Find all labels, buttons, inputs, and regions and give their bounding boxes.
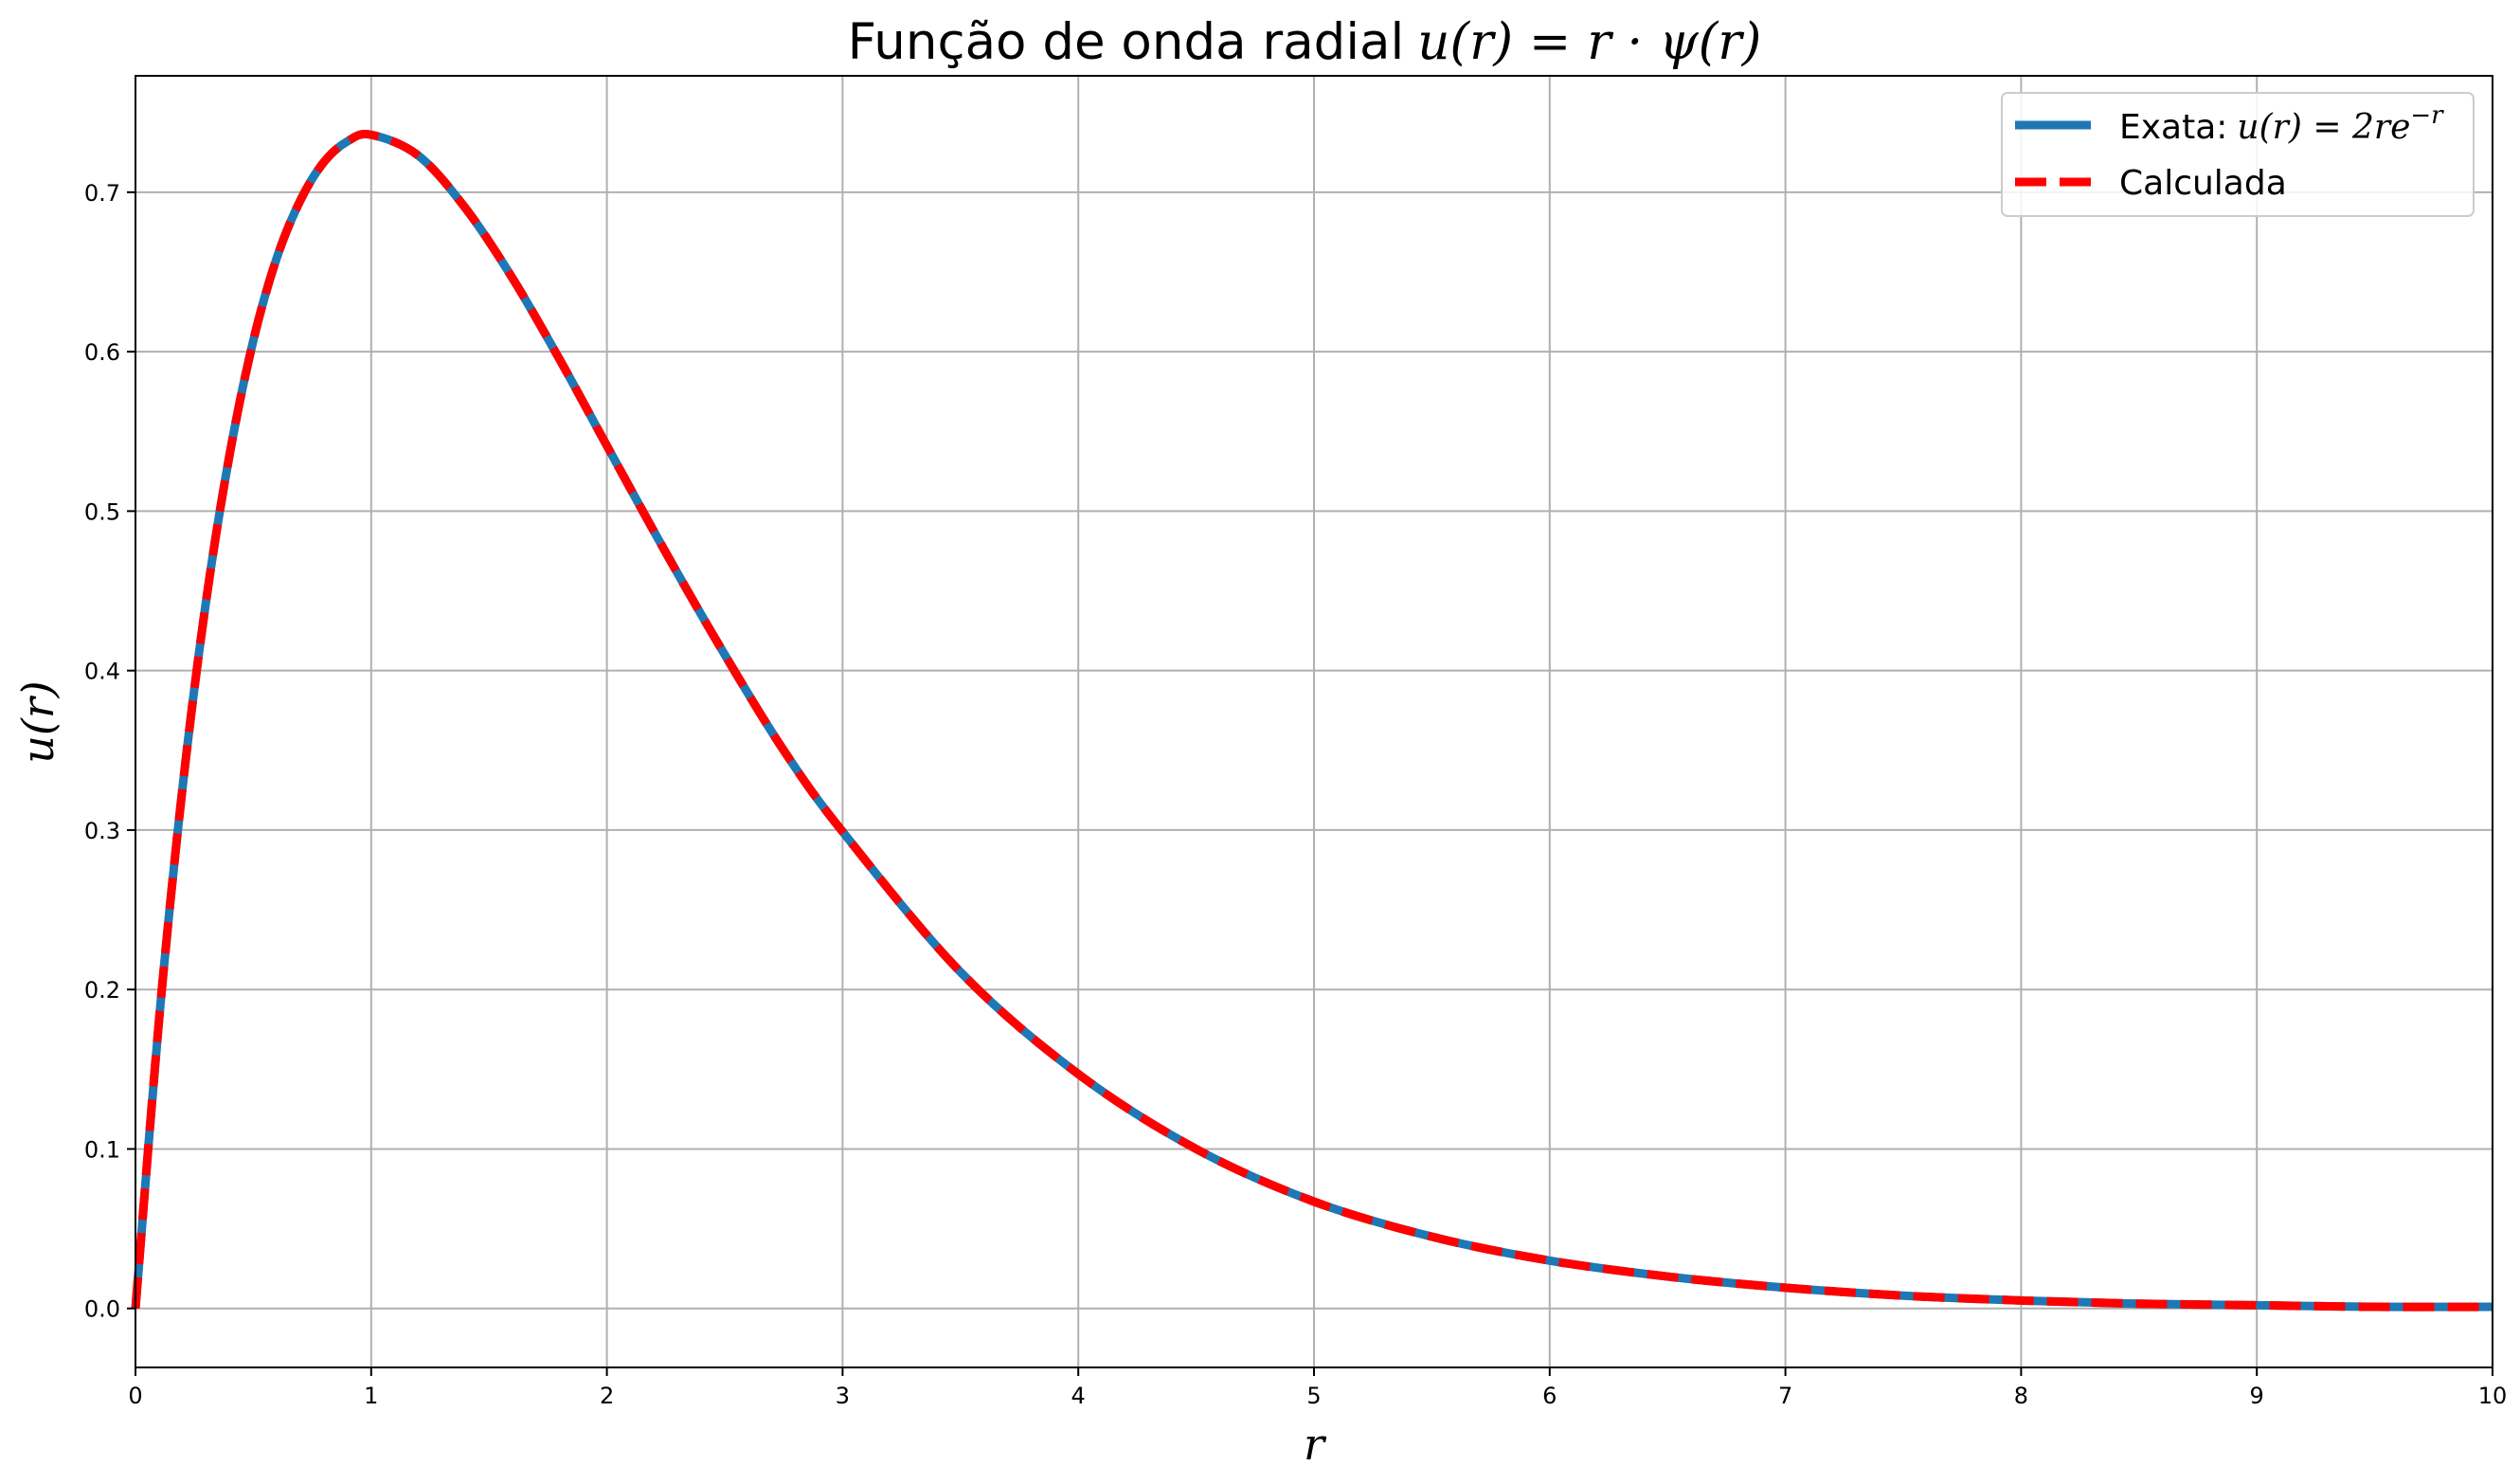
legend-label-calculada: Calculada: [2119, 164, 2287, 203]
x-tick-label: 7: [1778, 1383, 1792, 1409]
y-tick-label: 0.0: [84, 1296, 120, 1323]
series-layer: [131, 130, 2493, 1312]
chart-title: Função de onda radial u(r) = r · ψ(r): [848, 13, 1762, 71]
x-tick-label: 10: [2478, 1383, 2508, 1409]
chart-title-text: Função de onda radial: [848, 13, 1405, 71]
y-axis-label: u(r): [12, 680, 63, 764]
legend: Exata: u(r) = 2re−r Calculada: [2001, 92, 2475, 217]
x-axis-label: r: [1304, 1419, 1327, 1470]
y-tick-label: 0.4: [84, 659, 120, 685]
y-tick-label: 0.3: [84, 818, 120, 844]
legend-label-exata-sup: −r: [2410, 101, 2444, 130]
legend-label-exata: Exata: u(r) = 2re−r: [2119, 101, 2444, 147]
x-tick-label: 1: [364, 1383, 378, 1409]
x-tick-label: 8: [2014, 1383, 2028, 1409]
y-tick-label: 0.7: [84, 180, 120, 207]
y-tick-label: 0.6: [84, 339, 120, 366]
x-tick-label: 2: [600, 1383, 614, 1409]
y-tick-label: 0.2: [84, 977, 120, 1004]
legend-label-exata-prefix: Exata:: [2119, 108, 2227, 147]
series-line-calculada: [131, 130, 2493, 1312]
chart-title-math: u(r) = r · ψ(r): [1417, 13, 1761, 71]
x-tick-label: 6: [1542, 1383, 1557, 1409]
y-tick-label: 0.1: [84, 1136, 120, 1163]
x-tick-label: 5: [1306, 1383, 1321, 1409]
x-tick-label: 9: [2250, 1383, 2264, 1409]
y-tick-label: 0.5: [84, 498, 120, 525]
legend-box: [2001, 92, 2475, 217]
ticks: 0 1 2 3 4 5 6 7 8 9 10 0.0 0.1 0.2 0.3 0.4 0.5 0.6 0.7: [84, 180, 2507, 1409]
grid: [135, 76, 2493, 1367]
x-tick-label: 0: [128, 1383, 142, 1409]
x-tick-label: 3: [836, 1383, 850, 1409]
x-tick-label: 4: [1071, 1383, 1086, 1409]
legend-label-exata-math: u(r) = 2re: [2237, 108, 2410, 147]
